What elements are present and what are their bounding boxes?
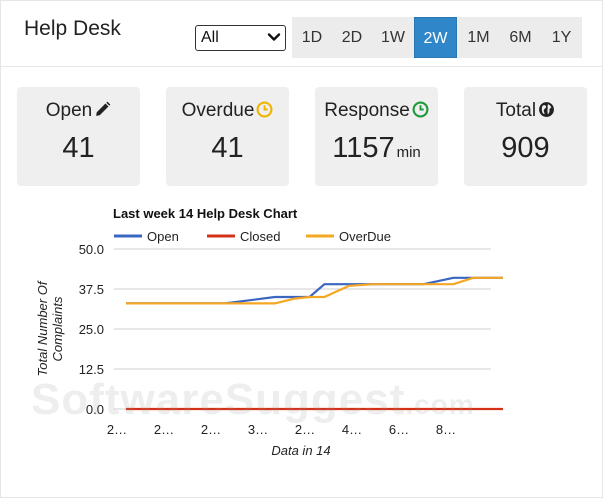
range-button-2d[interactable]: 2D (341, 29, 363, 46)
range-button-1m[interactable]: 1M (467, 29, 490, 46)
total-card-label: Total (464, 100, 587, 122)
legend-entry: Closed (240, 229, 280, 244)
total-card[interactable]: Total 909 (464, 87, 587, 186)
y-tick-label: 25.0 (79, 322, 104, 337)
x-tick-label: 2… (154, 422, 174, 437)
y-axis-label: Total Number OfComplaints (35, 280, 65, 376)
series-line-overdue (126, 276, 503, 305)
x-tick-label: 2… (201, 422, 221, 437)
response-unit: min (396, 144, 421, 161)
status-filter-value: All (201, 29, 219, 46)
x-tick-label: 2… (107, 422, 127, 437)
range-button-6m[interactable]: 6M (509, 29, 532, 46)
help-desk-chart: Last week 14 Help Desk Chart Open Closed Ov… (1, 197, 603, 498)
y-tick-label: 37.5 (79, 282, 104, 297)
range-button-1w[interactable]: 1W (381, 29, 405, 46)
response-card-label: Response (315, 100, 438, 122)
clock-icon (412, 101, 429, 118)
x-tick-label: 3… (248, 422, 268, 437)
x-tick-label: 8… (436, 422, 456, 437)
pencil-icon (96, 101, 111, 116)
response-card[interactable]: Response 1157 min (315, 87, 438, 186)
x-axis-label: Data in 14 (271, 443, 330, 458)
range-button-2w[interactable]: 2W (414, 17, 457, 58)
overdue-card[interactable]: Overdue 41 (166, 87, 289, 186)
chevron-down-icon (267, 33, 281, 41)
time-range-selector: 1D 2D 1W 2W 1M 6M 1Y (292, 17, 582, 58)
panel-header: Help Desk All 1D 2D 1W 2W 1M 6M 1Y (1, 1, 603, 67)
legend-entry: Open (147, 229, 179, 244)
open-count: 41 (62, 132, 95, 164)
globe-icon (539, 102, 554, 117)
y-tick-label: 12.5 (79, 362, 104, 377)
overdue-count: 41 (211, 132, 244, 164)
x-tick-label: 4… (342, 422, 362, 437)
y-tick-label: 50.0 (79, 242, 104, 257)
line-chart: Last week 14 Help Desk Chart Open Closed Ov… (35, 206, 503, 458)
series-line-open (126, 276, 503, 305)
legend-entry: OverDue (339, 229, 391, 244)
open-card[interactable]: Open 41 (17, 87, 140, 186)
total-count: 909 (501, 132, 550, 164)
clock-icon (256, 101, 273, 118)
range-button-1y[interactable]: 1Y (551, 29, 572, 46)
y-tick-label: 0.0 (86, 402, 104, 417)
overdue-card-label: Overdue (166, 100, 289, 122)
chart-title: Last week 14 Help Desk Chart (113, 206, 298, 221)
x-tick-label: 6… (389, 422, 409, 437)
status-filter-select[interactable]: All (195, 25, 286, 51)
open-card-label: Open (17, 100, 140, 122)
x-tick-label: 2… (295, 422, 315, 437)
response-time: 1157 min (332, 132, 421, 164)
panel-title: Help Desk (24, 17, 121, 40)
range-button-1d[interactable]: 1D (301, 29, 323, 46)
